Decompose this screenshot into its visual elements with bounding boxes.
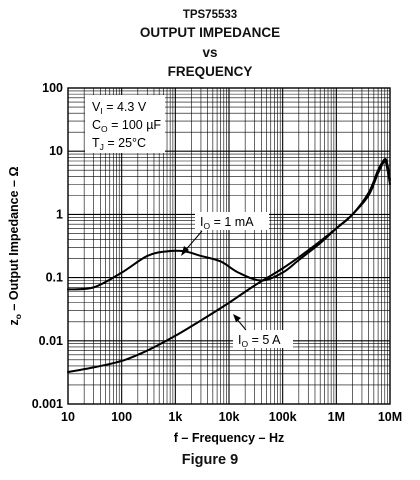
plot-frame xyxy=(67,87,391,405)
series-label-5a-sub: O xyxy=(241,339,248,349)
y-tick-label: 10 xyxy=(49,144,63,158)
x-tick-label: 10k xyxy=(219,410,240,424)
y-tick-label: 0.1 xyxy=(46,271,63,285)
condition-co-value: = 100 µF xyxy=(108,118,162,132)
series-label-5a-symbol: I xyxy=(238,333,241,347)
series-label-1ma-symbol: I xyxy=(200,215,203,229)
series-lines xyxy=(67,157,391,374)
chart-title-line1: OUTPUT IMPEDANCE xyxy=(139,25,281,40)
condition-vi-symbol: V xyxy=(92,100,101,114)
part-number: TPS75533 xyxy=(182,9,238,21)
y-axis-label-symbol: z xyxy=(7,319,21,325)
chart-title-line2: vs xyxy=(202,45,218,60)
series-label-1ma: IO = 1 mA xyxy=(200,215,254,231)
condition-tj-symbol: T xyxy=(92,136,100,150)
x-tick-label: 1k xyxy=(168,410,182,424)
x-tick-label: 100 xyxy=(111,410,132,424)
annotations: VI = 4.3 V CO = 100 µF TJ = 25°C IO = 1 … xyxy=(85,95,293,349)
condition-co: CO = 100 µF xyxy=(92,118,161,134)
series-label-1ma-sub: O xyxy=(203,221,210,231)
x-tick-label: 100k xyxy=(269,410,297,424)
y-tick-label: 100 xyxy=(42,81,63,95)
series-line-1ma xyxy=(67,159,391,291)
label-1ma-bg xyxy=(195,212,269,230)
y-axis-label: zo – Output Impedance – Ω xyxy=(7,167,23,326)
x-tick-label: 10 xyxy=(61,410,75,424)
leader-1ma-arrowhead xyxy=(181,246,189,256)
label-5a-bg xyxy=(233,330,293,348)
x-tick-label: 10M xyxy=(378,410,402,424)
series-line-5a xyxy=(67,157,391,374)
condition-tj-value: = 25°C xyxy=(104,136,146,150)
x-tick-label: 1M xyxy=(328,410,345,424)
condition-vi-value: = 4.3 V xyxy=(103,100,147,114)
condition-tj: TJ = 25°C xyxy=(92,136,146,152)
condition-co-symbol: C xyxy=(92,118,101,132)
condition-tj-sub: J xyxy=(100,142,104,152)
figure-caption: Figure 9 xyxy=(181,452,239,468)
y-tick-label: 0.01 xyxy=(39,334,63,348)
series-label-5a: IO = 5 A xyxy=(238,333,281,349)
condition-co-sub: O xyxy=(101,124,108,134)
chart-title-line3: FREQUENCY xyxy=(167,64,253,79)
y-axis-label-sub: o xyxy=(13,314,23,319)
y-tick-label: 0.001 xyxy=(32,397,63,411)
conditions-box xyxy=(85,95,165,153)
x-axis-label: f – Frequency – Hz xyxy=(174,431,284,445)
leader-5a-arrowhead xyxy=(233,314,241,322)
y-axis-label-rest: – Output Impedance – Ω xyxy=(7,167,21,315)
condition-vi: VI = 4.3 V xyxy=(92,100,147,116)
series-label-1ma-value: = 1 mA xyxy=(210,215,254,229)
condition-vi-sub: I xyxy=(100,106,102,116)
y-tick-label: 1 xyxy=(56,207,63,221)
series-label-5a-value: = 5 A xyxy=(248,333,281,347)
tick-labels: 10 100 1k 10k 100k 1M 10M 0.001 0.01 0.1 1 10 100 xyxy=(32,81,402,424)
